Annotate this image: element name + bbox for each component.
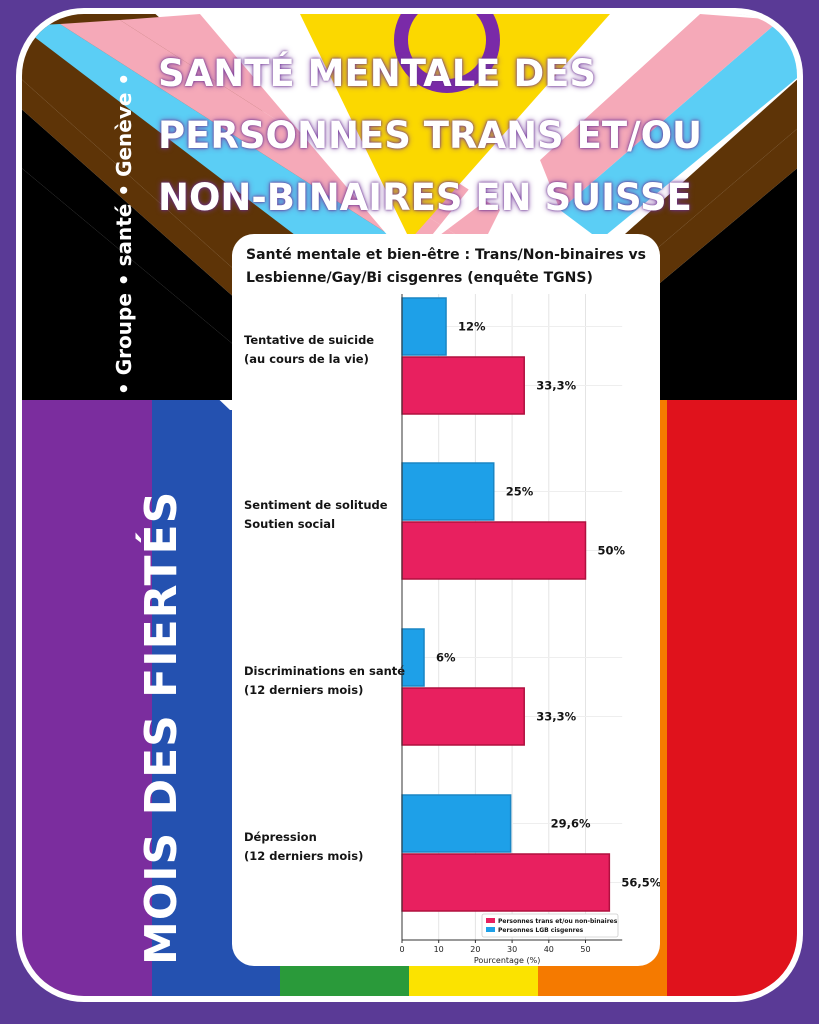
trans-bar-2	[401, 687, 525, 746]
lgb-bar-0	[401, 297, 447, 356]
vertical-subtitle: • Groupe • santé • Genève •	[112, 72, 136, 395]
x-tick-label-4: 40	[544, 945, 554, 954]
x-tick-label-2: 20	[470, 945, 480, 954]
category-label-1: Sentiment de solitude	[244, 498, 388, 512]
x-tick-label-3: 30	[507, 945, 517, 954]
trans-bar-1	[401, 521, 587, 580]
legend-box	[481, 913, 619, 938]
category-label-3: (12 derniers mois)	[244, 849, 363, 863]
x-axis-label: Pourcentage (%)	[474, 956, 540, 965]
category-label-3: Dépression	[244, 830, 317, 844]
category-label-0: Tentative de suicide	[244, 333, 374, 347]
legend-swatch-1	[486, 927, 495, 932]
headline-line-1: SANTÉ MENTALE DES	[158, 52, 597, 95]
legend-entry-0: Personnes trans et/ou non-binaires	[498, 918, 618, 925]
category-label-1: Soutien social	[244, 517, 335, 531]
value-label-0-1: 25%	[506, 485, 534, 499]
vertical-title: MOIS DES FIERTÉS	[136, 490, 187, 965]
value-label-1-1: 50%	[598, 544, 626, 558]
headline-line-3: NON-BINAIRES EN SUISSE	[158, 176, 692, 219]
category-label-2: Discriminations en santé	[244, 664, 405, 678]
lgb-bar-1	[401, 462, 495, 521]
value-label-0-3: 29,6%	[551, 817, 591, 831]
lgb-bar-2	[401, 628, 425, 687]
value-label-0-0: 12%	[458, 320, 486, 334]
chart-card: Santé mentale et bien-être : Trans/Non-b…	[232, 234, 660, 966]
trans-bar-0	[401, 356, 525, 415]
category-label-0: (au cours de la vie)	[244, 352, 369, 366]
value-label-1-0: 33,3%	[536, 379, 576, 393]
headline-line-2: PERSONNES TRANS ET/OU	[158, 114, 703, 157]
value-label-0-2: 6%	[436, 651, 456, 665]
bar-chart: 12% 25% 6% 29,6% 33,3% 50% 33,3% 56,5% Tentative…	[244, 294, 660, 965]
category-label-2: (12 derniers mois)	[244, 683, 363, 697]
value-label-1-3: 56,5%	[621, 876, 660, 890]
x-tick-label-1: 10	[434, 945, 444, 954]
chart-title: Santé mentale et bien-être : Trans/Non-b…	[246, 247, 646, 286]
trans-bar-3	[401, 853, 611, 912]
x-tick-label-0: 0	[399, 945, 404, 954]
x-tick-label-5: 50	[580, 945, 590, 954]
lgb-bar-3	[401, 794, 512, 853]
value-label-1-2: 33,3%	[536, 710, 576, 724]
legend-entry-1: Personnes LGB cisgenres	[498, 927, 584, 934]
legend-swatch-0	[486, 918, 495, 923]
